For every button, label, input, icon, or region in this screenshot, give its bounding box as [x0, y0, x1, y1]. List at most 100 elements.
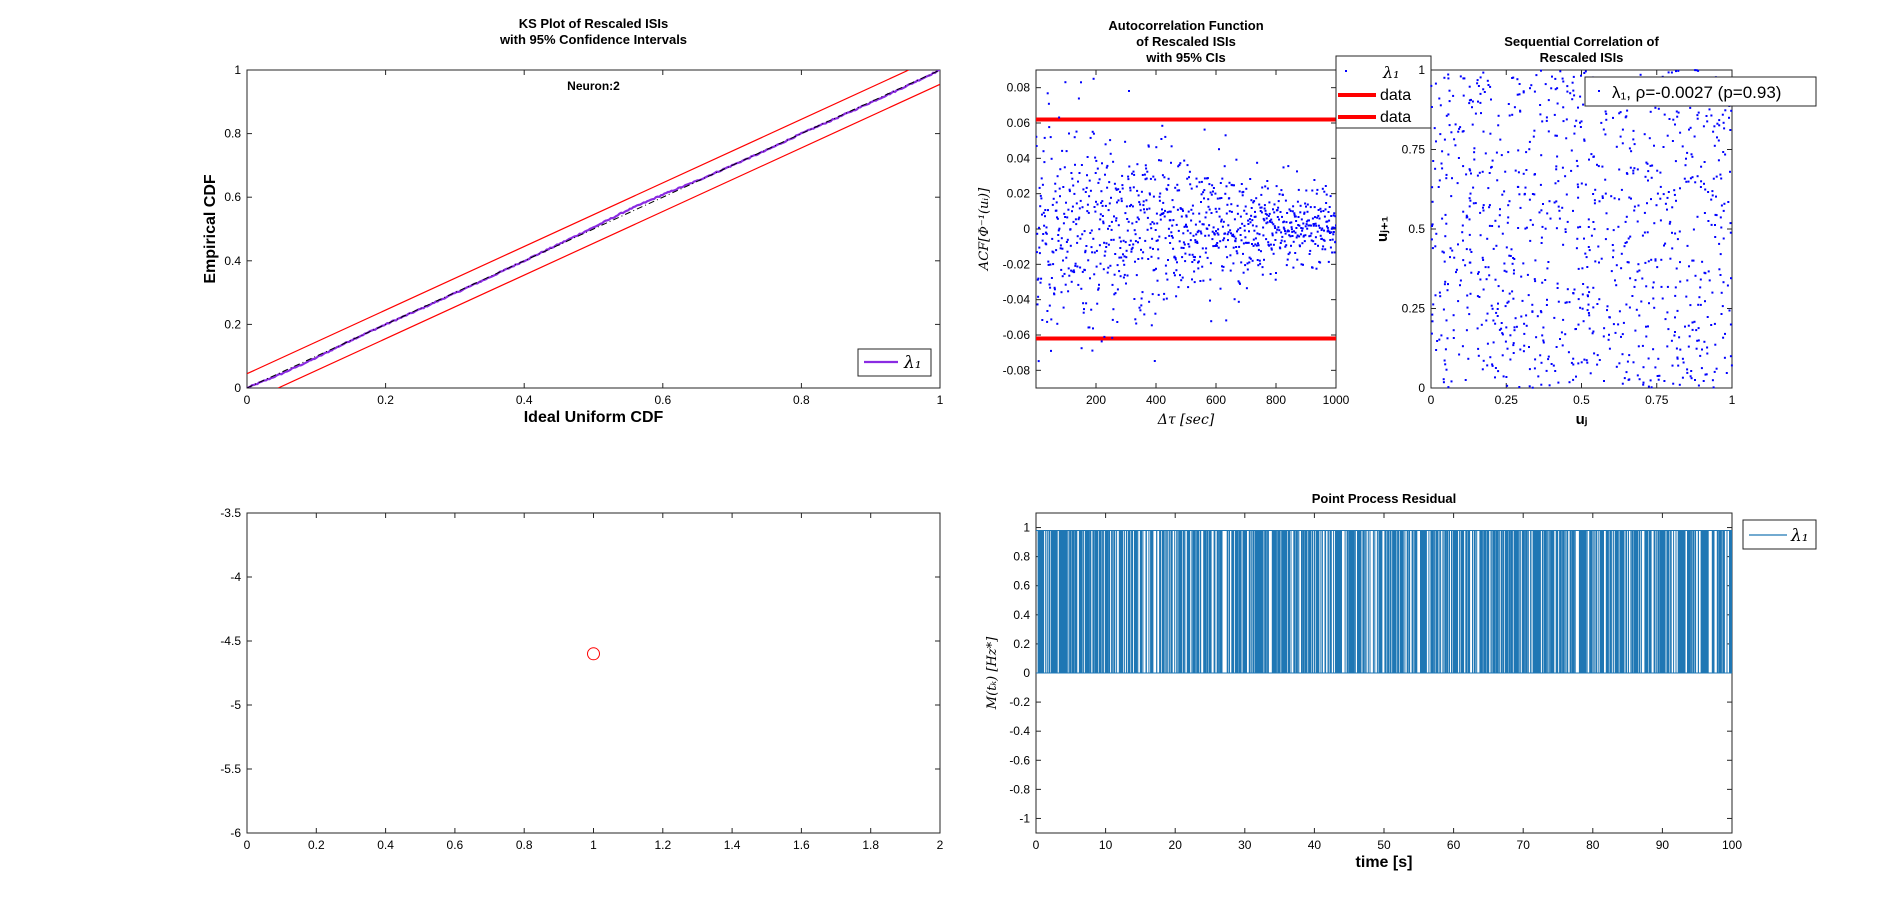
seq-point	[1524, 227, 1527, 230]
acf-point	[1182, 241, 1185, 244]
acf-point	[1042, 211, 1045, 214]
seq-point	[1587, 303, 1590, 306]
acf-point	[1293, 213, 1296, 216]
acf-point	[1212, 226, 1215, 229]
seq-point	[1490, 98, 1492, 101]
seq-point	[1650, 258, 1653, 261]
seq-point	[1517, 149, 1520, 152]
acf-point	[1125, 249, 1128, 252]
seq-point	[1540, 383, 1543, 386]
acf-ytick-label: -0.04	[1003, 293, 1031, 307]
acf-point	[1094, 156, 1097, 159]
acf-point	[1042, 233, 1045, 235]
acf-point	[1249, 221, 1252, 224]
seq-point	[1723, 202, 1726, 205]
seq-point	[1602, 128, 1605, 131]
acf-point	[1275, 185, 1278, 188]
acf-point	[1202, 191, 1205, 194]
seq-point	[1700, 165, 1703, 168]
seq-point	[1689, 126, 1692, 129]
acf-point	[1202, 279, 1205, 282]
acf-point	[1194, 223, 1197, 226]
acf-point	[1079, 237, 1082, 240]
seq-point	[1562, 120, 1565, 123]
seq-point	[1597, 245, 1600, 248]
acf-point	[1067, 208, 1070, 211]
seq-point	[1615, 365, 1618, 368]
acf-point	[1103, 241, 1106, 244]
seq-point	[1511, 77, 1514, 79]
seq-point	[1572, 357, 1575, 360]
seq-point	[1582, 103, 1585, 106]
acf-point	[1269, 220, 1272, 223]
seq-point	[1435, 349, 1438, 351]
resid-ytick-label: 0	[1023, 666, 1030, 680]
acf-point	[1120, 256, 1123, 259]
seq-point	[1579, 121, 1581, 124]
acf-point	[1049, 263, 1052, 266]
seq-point	[1554, 182, 1557, 185]
acf-point	[1211, 230, 1214, 233]
seq-point	[1518, 83, 1521, 85]
acf-point	[1291, 230, 1294, 233]
resid-series	[1037, 530, 1733, 673]
acf-point	[1235, 158, 1238, 161]
acf-point	[1188, 176, 1190, 179]
acf-point	[1118, 270, 1121, 273]
acf-point	[1262, 217, 1265, 220]
acf-point	[1096, 302, 1099, 305]
acf-point	[1242, 190, 1245, 193]
seq-point	[1596, 363, 1599, 366]
seq-point	[1668, 222, 1671, 225]
acf-point	[1133, 173, 1136, 176]
seq-point	[1692, 259, 1695, 262]
acf-point	[1225, 212, 1228, 215]
seq-point	[1432, 160, 1435, 162]
acf-point	[1039, 194, 1042, 197]
seq-point	[1637, 204, 1640, 207]
seq-point	[1658, 374, 1661, 377]
seq-point	[1636, 270, 1639, 273]
seq-point	[1617, 225, 1620, 228]
acf-point	[1315, 192, 1318, 195]
acf-point	[1311, 266, 1314, 269]
acf-point	[1052, 263, 1055, 266]
acf-point	[1099, 218, 1102, 221]
seq-point	[1618, 168, 1621, 171]
acf-point	[1105, 242, 1108, 245]
seq-point	[1465, 248, 1468, 251]
seq-point	[1657, 378, 1660, 381]
seq-point	[1625, 215, 1628, 218]
seq-point	[1728, 309, 1731, 312]
seq-point	[1462, 94, 1465, 97]
acf-point	[1182, 247, 1185, 249]
seq-point	[1535, 74, 1538, 77]
acf-point	[1295, 220, 1298, 222]
acf-point	[1134, 260, 1136, 263]
coeff-axes-box	[246, 512, 941, 834]
seq-point	[1522, 262, 1525, 265]
acf-ytick-label: 0.02	[1007, 187, 1031, 201]
acf-point	[1239, 234, 1242, 236]
acf-point	[1125, 205, 1128, 208]
seq-point	[1633, 285, 1636, 288]
seq-point	[1435, 232, 1438, 235]
seq-point	[1602, 335, 1605, 338]
seq-point	[1552, 364, 1555, 367]
seq-point	[1519, 109, 1522, 112]
acf-point	[1320, 229, 1323, 231]
seq-point	[1482, 359, 1485, 362]
seq-point	[1652, 281, 1655, 284]
acf-point	[1036, 232, 1039, 235]
acf-point	[1293, 230, 1295, 233]
acf-point	[1256, 259, 1259, 261]
acf-point	[1140, 248, 1142, 251]
coeff-ytick-label: -6	[230, 826, 241, 840]
seq-point	[1473, 151, 1476, 154]
acf-point	[1047, 102, 1050, 105]
acf-point	[1313, 206, 1316, 209]
seq-point	[1625, 241, 1628, 244]
seq-point	[1639, 73, 1642, 76]
seq-axes-box	[1430, 69, 1733, 389]
